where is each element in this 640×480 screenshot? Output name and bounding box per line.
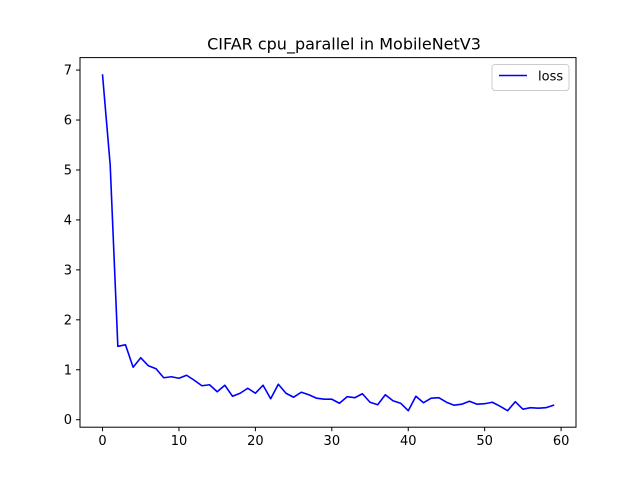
x-tick-label: 20	[247, 434, 264, 449]
y-tick-label: 5	[64, 163, 72, 178]
x-tick-label: 30	[324, 434, 341, 449]
y-tick-label: 4	[64, 213, 72, 228]
y-tick-label: 0	[64, 413, 72, 428]
x-tick-label: 50	[476, 434, 493, 449]
legend-label-loss: loss	[538, 70, 563, 85]
axes-frame	[79, 57, 577, 428]
x-tick-label: 10	[171, 434, 188, 449]
y-tick-label: 2	[64, 313, 72, 328]
x-tick-label: 40	[400, 434, 417, 449]
y-tick-label: 6	[64, 114, 72, 129]
y-tick-label: 3	[64, 263, 72, 278]
y-tick-label: 1	[64, 363, 72, 378]
series-line-loss	[101, 74, 555, 412]
series-lines	[101, 74, 555, 412]
y-tick-label: 7	[64, 64, 72, 79]
x-tick-label: 0	[98, 434, 106, 449]
axis-ticks: 0 10 20 30 40 50 60 0 1 2 3 4 5 6 7	[64, 64, 570, 450]
legend: loss	[491, 64, 570, 91]
x-tick-label: 60	[553, 434, 570, 449]
chart-title: CIFAR cpu_parallel in MobileNetV3	[207, 35, 481, 55]
legend-box	[491, 64, 570, 91]
